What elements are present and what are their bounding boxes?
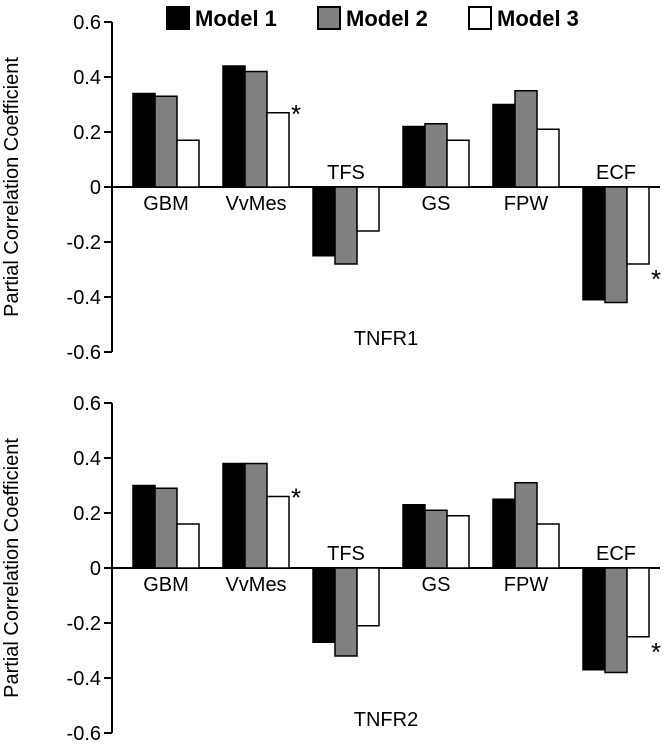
legend-label-model-2: Model 2: [346, 6, 428, 31]
category-label-tnfr2-gbm: GBM: [143, 574, 189, 596]
bar-tnfr1-tfs-model-1: [312, 186, 336, 257]
bar-tnfr1-vvmes-model-3: [266, 112, 290, 188]
y-tick-label-tnfr1: -0.6: [67, 342, 101, 364]
category-label-tnfr2-ecf: ECF: [596, 543, 636, 565]
legend-swatch-model-2: [317, 6, 341, 30]
significance-asterisk-tnfr1-ecf: *: [651, 264, 661, 294]
y-tick-label-tnfr1: 0: [90, 177, 101, 199]
y-axis-title-tnfr2: Partial Correlation Coefficient: [1, 438, 23, 698]
bar-tnfr1-gs-model-3: [446, 139, 470, 188]
y-tick-label-tnfr2: 0.4: [73, 448, 101, 470]
bar-tnfr2-ecf-model-2: [604, 567, 628, 674]
y-axis-title-tnfr1: Partial Correlation Coefficient: [1, 57, 23, 317]
bar-tnfr2-vvmes-model-3: [266, 495, 290, 569]
bar-tnfr2-gbm-model-2: [154, 487, 178, 569]
y-tick-label-tnfr1: -0.2: [67, 232, 101, 254]
y-tick-label-tnfr2: -0.6: [67, 723, 101, 745]
bar-tnfr1-vvmes-model-1: [222, 65, 246, 188]
category-label-tnfr1-vvmes: VvMes: [225, 193, 286, 215]
legend-label-model-1: Model 1: [195, 6, 277, 31]
bar-tnfr2-ecf-model-1: [582, 567, 606, 671]
category-label-tnfr1-tfs: TFS: [327, 162, 365, 184]
bar-tnfr1-fpw-model-3: [536, 128, 560, 188]
bar-tnfr1-gbm-model-3: [176, 139, 200, 188]
category-label-tnfr2-fpw: FPW: [504, 574, 549, 596]
bar-tnfr1-fpw-model-2: [514, 90, 538, 188]
y-tick-label-tnfr1: 0.2: [73, 122, 101, 144]
y-tick-label-tnfr2: -0.4: [67, 668, 101, 690]
y-tick-label-tnfr2: 0: [90, 558, 101, 580]
bar-tnfr1-fpw-model-1: [492, 103, 516, 188]
bar-tnfr2-vvmes-model-2: [244, 462, 268, 569]
bar-tnfr1-gs-model-2: [424, 123, 448, 188]
bar-tnfr1-ecf-model-3: [626, 186, 650, 265]
category-label-tnfr1-gbm: GBM: [143, 193, 189, 215]
bar-tnfr1-ecf-model-2: [604, 186, 628, 304]
bar-tnfr2-gbm-model-3: [176, 523, 200, 569]
bar-tnfr1-vvmes-model-2: [244, 70, 268, 188]
y-tick-label-tnfr2: 0.2: [73, 503, 101, 525]
category-label-tnfr2-gs: GS: [422, 574, 451, 596]
bar-tnfr2-fpw-model-3: [536, 523, 560, 569]
bar-tnfr1-ecf-model-1: [582, 186, 606, 301]
bar-tnfr2-tfs-model-3: [356, 567, 380, 627]
y-tick-label-tnfr2: 0.6: [73, 393, 101, 415]
y-tick-label-tnfr2: -0.2: [67, 613, 101, 635]
bar-tnfr2-gs-model-3: [446, 515, 470, 569]
bar-tnfr1-gs-model-1: [402, 125, 426, 188]
category-label-tnfr2-vvmes: VvMes: [225, 574, 286, 596]
y-tick-label-tnfr1: 0.6: [73, 12, 101, 34]
bar-tnfr2-gs-model-2: [424, 509, 448, 569]
bar-tnfr1-tfs-model-3: [356, 186, 380, 232]
legend-swatch-model-1: [166, 6, 190, 30]
bar-tnfr1-gbm-model-1: [132, 92, 156, 188]
bar-tnfr2-ecf-model-3: [626, 567, 650, 638]
bar-tnfr1-gbm-model-2: [154, 95, 178, 188]
bar-tnfr2-gbm-model-1: [132, 484, 156, 569]
bar-tnfr2-fpw-model-1: [492, 498, 516, 569]
category-label-tnfr2-tfs: TFS: [327, 543, 365, 565]
y-tick-label-tnfr1: -0.4: [67, 287, 101, 309]
significance-asterisk-tnfr2-ecf: *: [651, 637, 661, 667]
category-label-tnfr1-gs: GS: [422, 193, 451, 215]
significance-asterisk-tnfr2-vvmes: *: [291, 483, 301, 513]
legend-label-model-3: Model 3: [497, 6, 579, 31]
chart-title-tnfr1: TNFR1: [354, 328, 418, 350]
significance-asterisk-tnfr1-vvmes: *: [291, 99, 301, 129]
bar-tnfr2-gs-model-1: [402, 504, 426, 569]
bar-tnfr2-fpw-model-2: [514, 482, 538, 569]
bar-tnfr2-vvmes-model-1: [222, 462, 246, 569]
category-label-tnfr1-fpw: FPW: [504, 193, 549, 215]
chart-title-tnfr2: TNFR2: [354, 709, 418, 731]
bar-tnfr2-tfs-model-1: [312, 567, 336, 643]
y-tick-label-tnfr1: 0.4: [73, 67, 101, 89]
legend-swatch-model-3: [468, 6, 492, 30]
bar-tnfr2-tfs-model-2: [334, 567, 358, 657]
bar-tnfr1-tfs-model-2: [334, 186, 358, 265]
category-label-tnfr1-ecf: ECF: [596, 162, 636, 184]
